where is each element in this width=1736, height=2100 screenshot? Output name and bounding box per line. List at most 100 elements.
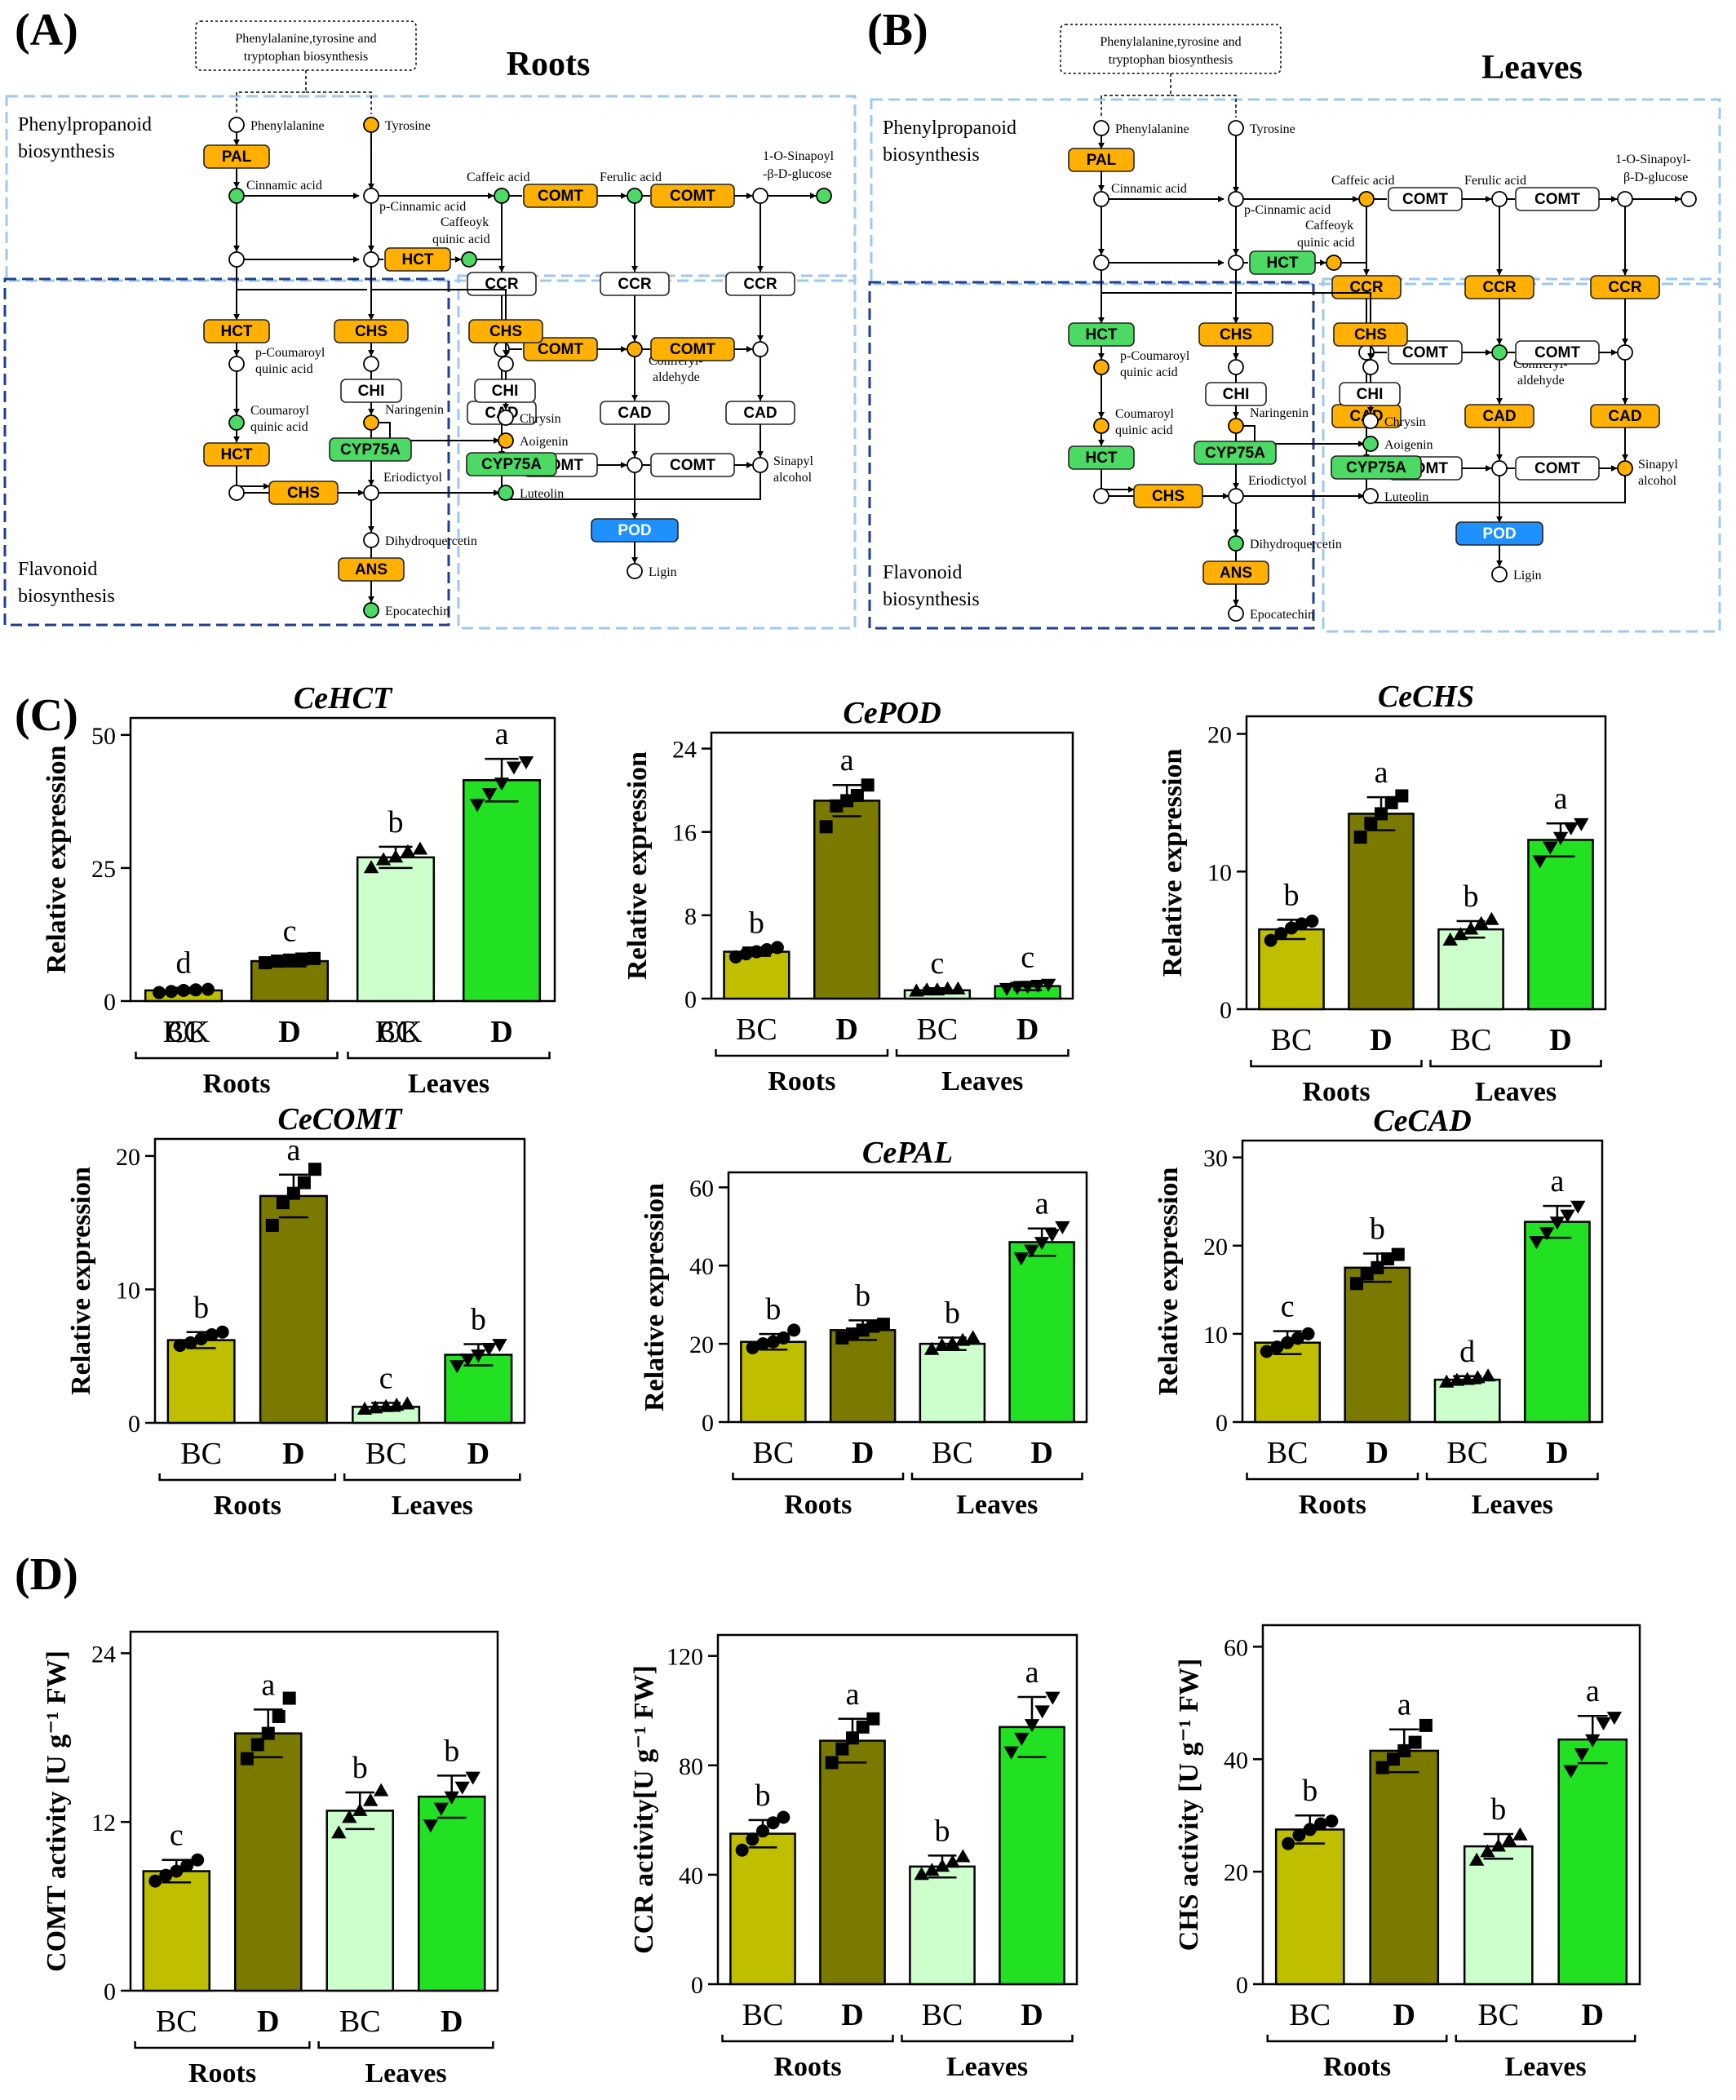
metabolite-label: Coumaroyl [1115, 407, 1175, 421]
bar-bc-leaves [326, 1810, 394, 1992]
metabolite-label: quinic acid [1115, 423, 1173, 437]
group-bracket [901, 2035, 1074, 2043]
data-point [481, 788, 498, 802]
metabolite-label: 1-O-Sinapoyl- [1615, 153, 1690, 166]
metabolite-label: Naringenin [385, 403, 444, 417]
data-point [282, 1691, 296, 1705]
data-point [1034, 1705, 1050, 1719]
data-point [1453, 927, 1468, 941]
data-point [1260, 1345, 1273, 1358]
metabolite-label: Coumaroyl [250, 404, 310, 418]
group-label-roots: Roots [1302, 1077, 1370, 1107]
data-point [1314, 1817, 1328, 1831]
data-point [909, 983, 924, 997]
data-point [433, 1802, 449, 1816]
group-label-leaves: Leaves [365, 2058, 446, 2089]
enzyme-box-CYP75A_2 [1331, 455, 1422, 480]
x-category-label: BC [753, 1436, 795, 1470]
data-point [367, 1400, 383, 1414]
metabolite-node [1491, 460, 1508, 476]
chart-title: CeCHS [1378, 680, 1474, 714]
pathway-arrow [1243, 425, 1365, 447]
y-tick-label: 10 [1207, 859, 1232, 886]
data-point [388, 1398, 405, 1411]
plot-frame [153, 1137, 526, 1424]
enzyme-label-CAD_2: CAD [618, 405, 651, 422]
chart-cepal: CePAL 0 20 40 60 Relative expression b BC b Db BC a… [640, 1136, 1088, 1520]
data-point [1282, 1836, 1295, 1850]
enzyme-label-CYP75A_1: CYP75A [1205, 445, 1265, 462]
significance-letter: d [176, 946, 192, 981]
metabolite-label: Epocatechin [1250, 608, 1314, 622]
metabolite-node [627, 457, 643, 473]
data-point [999, 982, 1015, 996]
metabolite-label: Tyrosine [1250, 122, 1295, 136]
metabolite-node-caffeic [1358, 191, 1375, 207]
enzyme-label-POD: POD [618, 522, 651, 539]
bar-d-leaves [462, 779, 542, 1003]
data-point [835, 1742, 849, 1756]
data-point [400, 844, 416, 857]
metabolite-label: Dihydroquercetin [385, 534, 477, 548]
group-bracket [134, 2041, 311, 2049]
chart-cepod: CePOD 0 8 16 24 Relative expression b BC a Dc BC c D… [622, 696, 1074, 1097]
metabolite-node [228, 251, 245, 268]
pathway-arrow [379, 422, 500, 444]
data-point [819, 820, 833, 834]
panel-label-d: (D) [15, 1549, 78, 1600]
enzyme-label-COMT_3: COMT [538, 341, 583, 358]
metabolite-node-dihydroquercetin [363, 532, 379, 548]
enzyme-label-COMT_1: COMT [538, 188, 583, 205]
metabolite-label: Aoigenin [1384, 438, 1433, 452]
group-bracket [347, 1052, 551, 1060]
data-point [454, 1781, 470, 1795]
enzyme-label-CHI_2: CHI [1357, 386, 1384, 403]
data-point [159, 1868, 173, 1882]
region-label-phenylpropanoid: biosynthesis [883, 144, 980, 166]
data-point [1285, 921, 1298, 935]
pathway-title: Leaves [1481, 49, 1583, 86]
chart-ccr-activity: 0 40 80 120 CCR activity[U g⁻¹ FW] b BC a Db BC a D… [629, 1633, 1078, 2082]
data-point [1384, 795, 1398, 809]
enzyme-label-CHS_2: CHS [489, 323, 522, 340]
group-bracket [1425, 1473, 1599, 1481]
metabolite-node [228, 485, 245, 501]
enzyme-label-ANS: ANS [1220, 565, 1252, 582]
source-pathway-label: tryptophan biosynthesis [244, 50, 368, 64]
data-point [184, 1336, 197, 1349]
metabolite-label: Eriodictyol [383, 471, 443, 485]
data-point [153, 986, 166, 999]
source-link [1100, 73, 1171, 117]
source-pathway-box [195, 20, 417, 71]
data-point [388, 849, 404, 863]
metabolite-node-sinapyl [1617, 460, 1633, 476]
data-point [1295, 917, 1309, 931]
metabolite-node-sinapyl [752, 457, 768, 473]
enzyme-label-HCT_f1: HCT [1085, 326, 1117, 343]
data-point [856, 1323, 870, 1337]
data-point [1442, 933, 1458, 946]
group-bracket [317, 2041, 494, 2049]
data-point [766, 1335, 780, 1349]
plot-frame [1241, 1139, 1604, 1424]
metabolite-node-coniferyl [627, 341, 643, 357]
data-point [1501, 1832, 1517, 1846]
y-tick-label: 120 [666, 1644, 703, 1671]
y-tick-label: 0 [702, 1410, 714, 1437]
data-point [866, 1319, 880, 1333]
data-point [1419, 1718, 1433, 1732]
data-point [201, 982, 215, 996]
group-label-roots: Roots [768, 1066, 835, 1097]
significance-letter: b [444, 1734, 459, 1768]
significance-letter: b [755, 1779, 771, 1813]
data-point [1484, 911, 1499, 925]
data-point [770, 941, 784, 955]
enzyme-label-COMT_4: COMT [670, 341, 715, 358]
metabolite-label: -β-D-glucose [763, 167, 832, 181]
x-category-label-overlap: CK [167, 1015, 210, 1049]
x-category-label: D [1030, 1436, 1052, 1470]
y-tick-label: 40 [689, 1253, 714, 1280]
data-point [1463, 921, 1479, 935]
bar-bc-leaves [909, 1865, 976, 1986]
